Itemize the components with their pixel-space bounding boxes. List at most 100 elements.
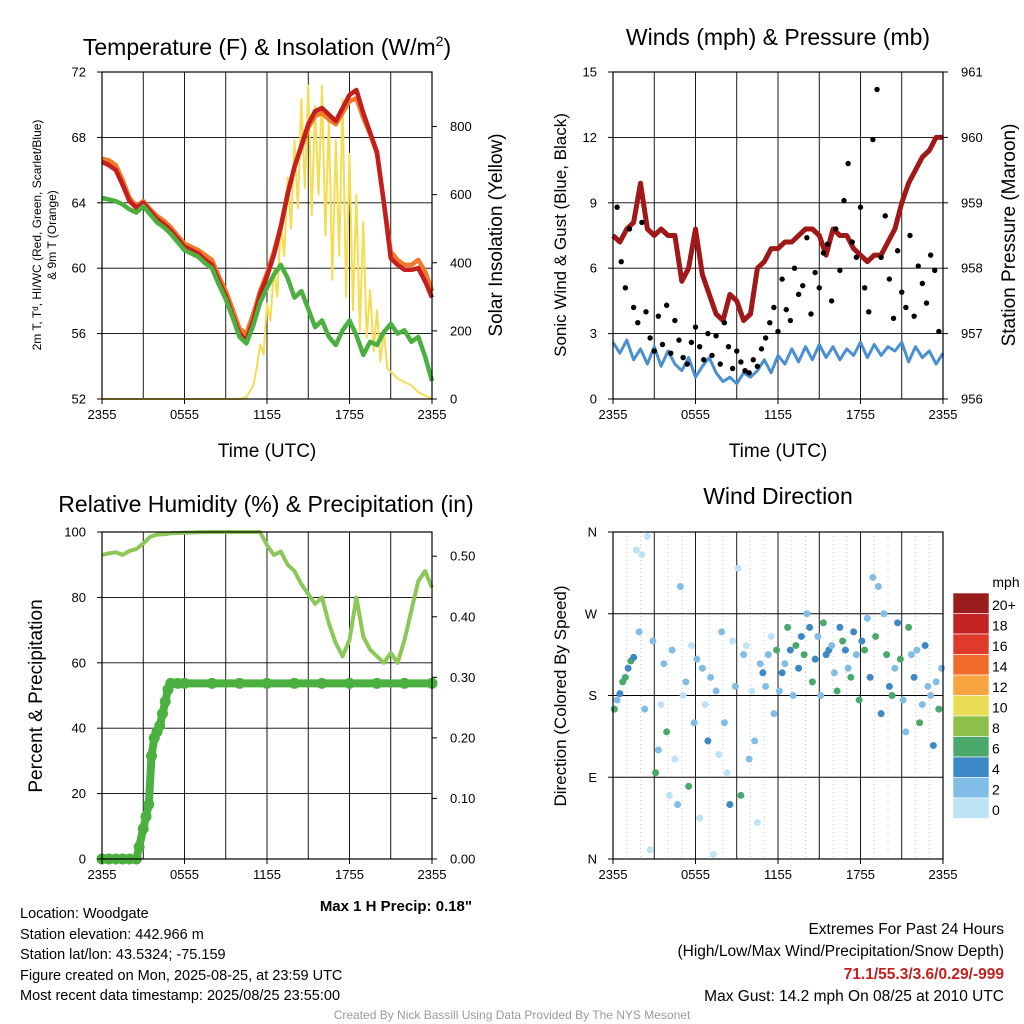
precip-point: [143, 799, 155, 810]
x-tick-label: 1755: [335, 867, 364, 882]
precip-point: [159, 696, 171, 708]
legend-label: 12: [992, 679, 1008, 695]
legend-label: 14: [992, 659, 1008, 675]
gust-point: [923, 300, 930, 306]
y-tick-label: 80: [72, 590, 86, 605]
direction-point: [929, 741, 937, 749]
direction-point: [663, 728, 671, 736]
y-tick-label: 40: [72, 721, 86, 736]
legend-swatch: [952, 797, 990, 819]
precip-point: [137, 823, 149, 835]
station-elevation: Station elevation: 442.966 m: [20, 926, 204, 943]
gust-point: [791, 265, 798, 271]
gust-point: [899, 289, 905, 295]
max-precip-annotation: Max 1 H Precip: 0.18": [320, 898, 472, 915]
insolation-ylabel: Solar Insolation (Yellow): [486, 133, 507, 336]
gust-point: [808, 311, 814, 317]
x-tick-label: 1155: [764, 407, 792, 422]
extremes-subtitle: (High/Low/Max Wind/Precipitation/Snow De…: [678, 943, 1005, 960]
gust-point: [849, 239, 855, 245]
x-tick-label: 2355: [418, 407, 447, 422]
gust-point: [630, 304, 637, 311]
winds-ylabel: Sonic Wind & Gust (Blue, Black): [551, 113, 570, 357]
gust-point: [713, 333, 719, 339]
gust-point: [738, 359, 744, 365]
winds-ticks: 2355 0555 1155 1755 235503691215956957958959…: [583, 65, 983, 423]
winds-series: [611, 86, 945, 386]
direction-point: [863, 614, 871, 622]
y2-tick-label: 956: [961, 392, 983, 407]
direction-point: [852, 651, 860, 659]
direction-point: [764, 651, 772, 659]
direction-point: [696, 814, 704, 822]
direction-point: [833, 687, 841, 695]
temperature-chart-title: Temperature (F) & Insolation (W/m2): [83, 33, 451, 60]
direction-point: [888, 692, 896, 699]
y-tick-label: 20: [72, 786, 86, 801]
y2-tick-label: 958: [961, 261, 983, 276]
gust-point: [886, 276, 893, 282]
direction-point: [726, 801, 734, 808]
direction-point: [709, 850, 717, 858]
extremes-block: Extremes For Past 24 Hours (High/Low/Max…: [678, 921, 1005, 1005]
direction-point: [729, 637, 737, 645]
gust-point: [804, 234, 810, 241]
direction-point: [734, 564, 742, 572]
direction-point: [916, 719, 924, 727]
gust-point: [853, 254, 860, 260]
direction-point: [674, 801, 682, 808]
direction-point: [613, 696, 621, 704]
precip-point: [289, 677, 300, 689]
gust-point: [729, 365, 736, 372]
direction-point: [723, 769, 731, 777]
y-tick-label: 6: [590, 261, 597, 276]
direction-point: [652, 769, 660, 777]
legend-swatch: [952, 654, 990, 676]
gust-point: [841, 197, 847, 204]
winds-chart-title: Winds (mph) & Pressure (mb): [626, 24, 930, 50]
y-tick-label: 64: [72, 195, 86, 210]
gust-point: [688, 339, 695, 346]
x-tick-label: 1755: [846, 867, 875, 882]
humidity-chart-title: Relative Humidity (%) & Precipitation (i…: [58, 491, 473, 517]
extremes-values: 71.1/55.3/3.6/0.29/-999: [844, 966, 1005, 983]
direction-point: [687, 642, 695, 650]
y2-tick-label: 961: [961, 65, 983, 80]
legend-swatch: [952, 695, 990, 717]
station-latlon: Station lat/lon: 43.5324; -75.159: [20, 947, 226, 963]
direction-point: [938, 664, 946, 672]
gust-point: [655, 313, 662, 319]
direction-point: [927, 692, 935, 699]
precip-point: [206, 677, 218, 689]
direction-point: [899, 696, 907, 704]
legend-label: 6: [992, 741, 1000, 757]
y-tick-label: 68: [72, 130, 86, 145]
gust-point: [915, 263, 921, 269]
direction-point: [918, 701, 926, 709]
direction-point: [704, 737, 712, 745]
gust-point: [874, 86, 880, 93]
x-tick-label: 1755: [846, 407, 875, 422]
legend-label: 16: [992, 638, 1008, 654]
gust-point: [767, 320, 773, 326]
direction-point: [773, 646, 781, 654]
direction-point: [869, 573, 877, 581]
gust-point: [894, 248, 901, 254]
direction-point: [885, 682, 893, 690]
direction-point: [935, 705, 943, 713]
gust-point: [618, 258, 624, 265]
wind-speed-line: [611, 338, 945, 386]
precip-point: [371, 677, 383, 689]
gust-point: [820, 250, 827, 256]
gust-point: [903, 304, 909, 311]
max-gust-text: Max Gust: 14.2 mph On 08/25 at 2010 UTC: [704, 988, 1004, 1005]
direction-point: [828, 642, 836, 650]
y-tick-label: 100: [64, 525, 86, 540]
direction-point: [753, 819, 761, 827]
direction-point: [751, 737, 759, 745]
direction-point: [866, 673, 874, 681]
direction-point: [896, 655, 904, 663]
y-tick-label: 52: [72, 392, 86, 407]
x-tick-label: 0555: [681, 407, 710, 422]
